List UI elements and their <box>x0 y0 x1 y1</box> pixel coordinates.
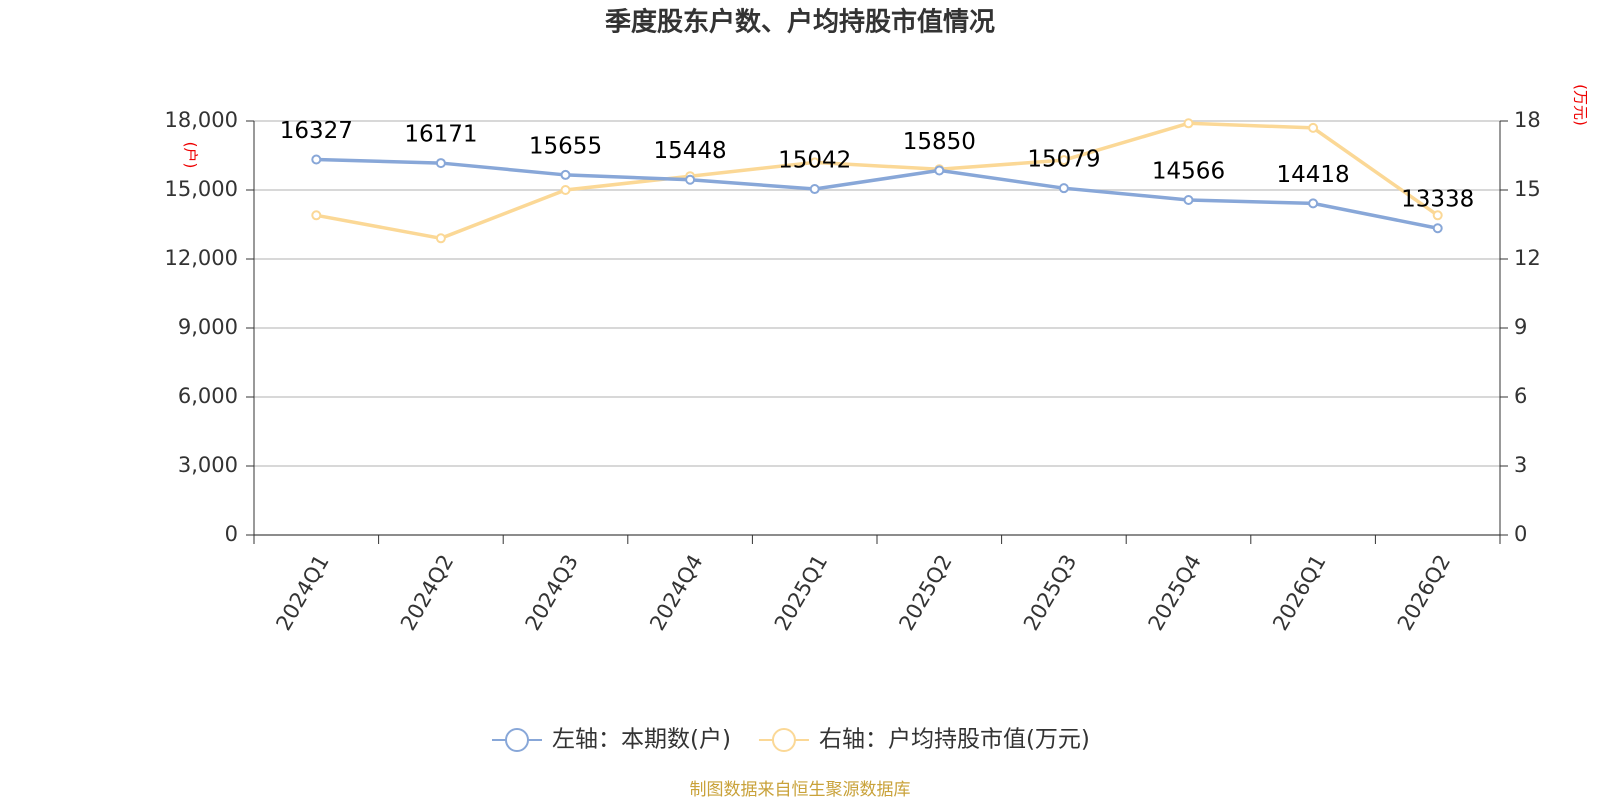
data-label: 16327 <box>280 118 353 144</box>
y2-tick-label: 12 <box>1514 246 1541 270</box>
y2-tick-label: 15 <box>1514 177 1541 201</box>
data-label: 15079 <box>1027 147 1100 173</box>
point-marker <box>1183 194 1194 205</box>
x-tick-label: 2026Q1 <box>1268 551 1330 635</box>
y2-axis-label: (万元) <box>1572 84 1590 126</box>
x-tick-label: 2024Q1 <box>271 551 333 635</box>
point-marker <box>1432 223 1443 234</box>
data-label: 13338 <box>1401 187 1474 213</box>
y2-tick-label: 9 <box>1514 315 1527 339</box>
legend-label: 左轴：本期数(户) <box>552 727 731 753</box>
point-marker <box>1183 118 1194 129</box>
data-label: 15042 <box>778 148 851 174</box>
data-label: 14566 <box>1152 158 1225 184</box>
point-marker <box>1432 210 1443 221</box>
chart-title: 季度股东户数、户均持股市值情况 <box>605 7 995 38</box>
y-tick-label: 3,000 <box>178 453 238 477</box>
y-tick-label: 9,000 <box>178 315 238 339</box>
y-tick-label: 6,000 <box>178 384 238 408</box>
data-label: 15655 <box>529 133 602 159</box>
series-line <box>316 157 1439 230</box>
point-marker <box>311 210 322 221</box>
point-marker <box>560 185 571 195</box>
point-marker <box>435 233 446 244</box>
y-tick-label: 0 <box>225 522 238 546</box>
y-tick-label: 12,000 <box>165 246 238 270</box>
y-tick-label: 15,000 <box>165 177 238 201</box>
data-label: 15850 <box>903 129 976 155</box>
y-tick-label: 18,000 <box>165 108 238 132</box>
point-marker <box>809 157 820 168</box>
x-tick-label: 2024Q2 <box>396 551 458 635</box>
x-tick-label: 2024Q3 <box>521 551 583 635</box>
series-line <box>315 121 1439 241</box>
data-label: 15448 <box>654 138 727 164</box>
y2-tick-label: 18 <box>1514 108 1541 132</box>
data-label: 16171 <box>404 122 477 148</box>
data-label: 14418 <box>1277 162 1350 188</box>
point-marker <box>934 165 945 176</box>
legend-marker <box>771 728 796 752</box>
legend-marker <box>505 728 529 752</box>
y2-tick-label: 6 <box>1514 384 1527 408</box>
source-note: 制图数据来自恒生聚源数据库 <box>690 780 911 800</box>
y2-tick-label: 0 <box>1514 522 1527 546</box>
x-tick-label: 2025Q4 <box>1144 551 1206 635</box>
point-marker <box>685 174 696 185</box>
x-tick-label: 2025Q1 <box>770 551 832 635</box>
x-tick-label: 2025Q3 <box>1019 551 1081 635</box>
y-axis-label: (户) <box>182 142 200 169</box>
point-marker <box>311 154 322 165</box>
point-marker <box>1308 122 1319 133</box>
legend-label: 右轴：户均持股市值(万元) <box>819 727 1090 753</box>
point-marker <box>435 158 446 169</box>
point-marker <box>809 184 820 195</box>
point-marker <box>560 169 571 180</box>
x-tick-label: 2026Q2 <box>1393 551 1455 635</box>
x-tick-label: 2024Q4 <box>645 551 707 635</box>
point-marker <box>1058 183 1069 194</box>
x-tick-label: 2025Q2 <box>894 551 956 635</box>
y2-tick-label: 3 <box>1514 453 1527 477</box>
point-marker <box>1058 155 1069 166</box>
point-marker <box>1308 198 1319 209</box>
